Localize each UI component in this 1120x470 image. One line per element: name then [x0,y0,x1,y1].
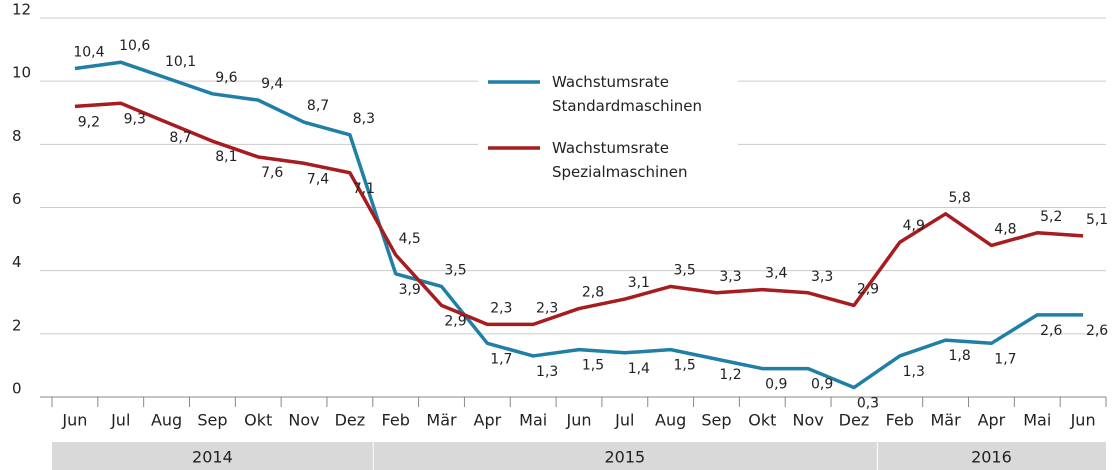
data-label: 1,8 [948,348,970,364]
x-tick-label: Aug [655,411,686,430]
data-label: 2,9 [444,313,466,329]
data-label: 10,4 [73,45,104,61]
data-label: 8,7 [169,130,191,146]
data-label: 7,6 [261,165,283,181]
data-label: 1,2 [719,367,741,383]
x-tick-label: Nov [288,411,319,430]
data-label: 3,4 [765,266,787,282]
x-tick-label: Sep [197,411,227,430]
data-label: 1,5 [582,358,604,374]
x-tick-label: Okt [748,411,776,430]
data-label: 2,9 [857,281,879,297]
data-label: 2,3 [536,300,558,316]
data-label: 1,3 [903,364,925,380]
data-label: 1,4 [628,361,650,377]
data-label: 9,3 [124,111,146,127]
x-tick-label: Apr [474,411,502,430]
x-tick-label: Jul [110,411,130,430]
data-label: 2,6 [1040,323,1062,339]
year-label: 2014 [192,448,233,467]
x-tick-label: Jun [61,411,87,430]
x-tick-label: Apr [978,411,1006,430]
y-tick-label: 6 [12,190,22,208]
data-label: 0,9 [811,377,833,393]
x-tick-label: Sep [701,411,731,430]
data-label: 4,9 [903,218,925,234]
year-band [52,442,373,470]
series-line [74,60,1084,390]
data-label: 8,3 [353,111,375,127]
data-label: 3,9 [399,282,421,298]
data-label: 7,1 [353,181,375,197]
year-band [373,442,877,470]
year-label: 2016 [971,448,1012,467]
x-tick-label: Mär [426,411,457,430]
data-label: 8,7 [307,98,329,114]
data-label: 10,1 [165,54,196,70]
data-label: 3,1 [628,275,650,291]
x-tick-label: Nov [793,411,824,430]
data-label: 3,5 [444,262,466,278]
data-label: 2,3 [490,300,512,316]
data-label: 3,5 [674,262,696,278]
x-tick-label: Okt [244,411,272,430]
data-label: 1,7 [490,351,512,367]
data-label: 1,7 [994,351,1016,367]
x-tick-label: Dez [335,411,366,430]
data-label: 9,4 [261,76,283,92]
data-label: 9,6 [215,70,237,86]
data-label: 2,6 [1086,323,1108,339]
data-label: 3,3 [719,269,741,285]
data-label: 8,1 [215,149,237,165]
x-tick-label: Mai [1023,411,1051,430]
data-label: 4,5 [399,231,421,247]
data-label: 1,5 [674,358,696,374]
y-tick-label: 8 [12,127,22,145]
data-label: 7,4 [307,171,329,187]
data-label: 2,8 [582,285,604,301]
data-label: 3,3 [811,269,833,285]
y-tick-label: 0 [12,380,22,398]
year-band [877,442,1106,470]
x-tick-label: Mär [931,411,962,430]
data-label: 0,9 [765,377,787,393]
y-tick-label: 4 [12,253,22,271]
series-line [74,101,1084,327]
x-tick-label: Mai [519,411,547,430]
data-label: 5,8 [948,190,970,206]
legend-line: Wachstumsrate [552,139,669,157]
x-tick-label: Aug [151,411,182,430]
legend-line: Spezialmaschinen [552,163,687,181]
x-tick-label: Jul [614,411,634,430]
data-label: 9,2 [78,114,100,130]
x-tick-label: Dez [839,411,870,430]
y-tick-label: 10 [12,64,31,82]
y-tick-label: 12 [12,1,31,19]
data-label: 0,3 [857,396,879,412]
data-label: 5,2 [1040,209,1062,225]
data-label: 10,6 [119,38,150,54]
data-label: 4,8 [994,221,1016,237]
x-tick-label: Jun [1070,411,1096,430]
data-label: 5,1 [1086,212,1108,228]
year-label: 2015 [604,448,645,467]
legend-line: Wachstumsrate [552,73,669,91]
x-tick-label: Jun [566,411,592,430]
x-tick-label: Feb [886,411,914,430]
x-tick-label: Feb [382,411,410,430]
legend-label: Wachstumsrate Standardmaschinen [552,73,702,115]
data-label: 1,3 [536,364,558,380]
legend-label: Wachstumsrate Spezialmaschinen [552,139,687,181]
y-tick-label: 2 [12,316,22,334]
legend-line: Standardmaschinen [552,97,702,115]
